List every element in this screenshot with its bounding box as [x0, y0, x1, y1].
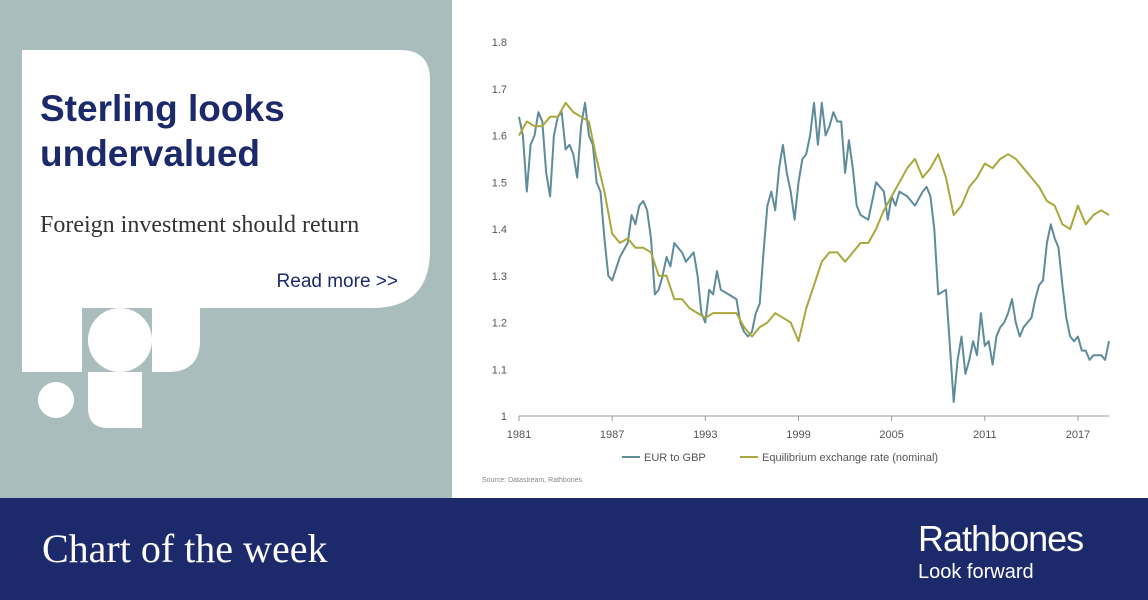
- legend-label: Equilibrium exchange rate (nominal): [762, 452, 938, 464]
- source: Source: Datastream, Rathbones: [482, 477, 582, 484]
- x-tick-label: 1993: [693, 429, 717, 441]
- y-tick-label: 1.3: [492, 271, 507, 283]
- y-tick-label: 1.8: [492, 37, 507, 49]
- y-tick-label: 1.6: [492, 131, 507, 143]
- x-tick-label: 2005: [879, 429, 903, 441]
- chart: 1 1.1 1.2 1.3 1.4 1.5 1.6 1.7 1.8 1981 1987 1993 199…: [492, 37, 1110, 464]
- title-box: Sterling looks undervalued: [40, 88, 285, 175]
- speech-bubble: [22, 50, 430, 308]
- y-tick-label: 1.2: [492, 318, 507, 330]
- tagline: Look forward: [918, 561, 1034, 583]
- series-line: [518, 101, 1110, 343]
- x-tick-label: 2017: [1066, 429, 1090, 441]
- y-tick-label: 1.4: [492, 224, 507, 236]
- panel-subtitle: Foreign investment should return: [40, 212, 359, 238]
- panel-title: Sterling looks undervalued: [40, 88, 285, 175]
- x-tick-label: 1981: [507, 429, 531, 441]
- decoration: [22, 308, 200, 428]
- footer: [0, 498, 1148, 600]
- chart-panel: [452, 0, 1148, 498]
- series-line: [518, 101, 1110, 403]
- y-tick-label: 1: [501, 411, 507, 423]
- legend-label: EUR to GBP: [644, 452, 706, 464]
- read-more-link[interactable]: Read more >>: [277, 271, 398, 292]
- y-tick-label: 1.1: [492, 364, 507, 376]
- y-tick-label: 1.5: [492, 177, 507, 189]
- footer-title: Chart of the week: [42, 526, 327, 571]
- brand: Rathbones: [918, 518, 1083, 559]
- x-tick-label: 1999: [786, 429, 810, 441]
- x-tick-label: 2011: [973, 429, 997, 441]
- x-tick-label: 1987: [600, 429, 624, 441]
- y-tick-label: 1.7: [492, 84, 507, 96]
